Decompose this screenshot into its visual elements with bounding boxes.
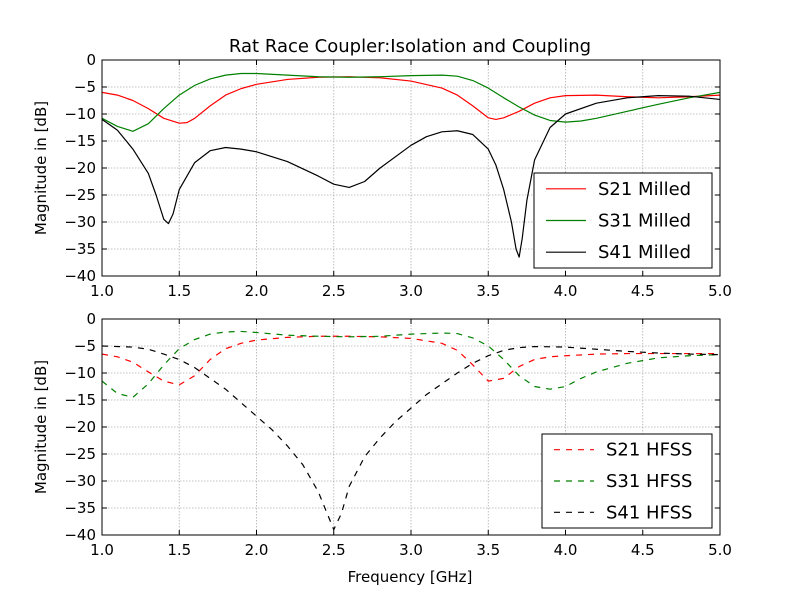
y-tick-label: −35 — [64, 240, 96, 258]
x-tick-label: 1.5 — [167, 282, 191, 300]
x-tick-label: 3.5 — [476, 282, 500, 300]
series-line-s21-hfss — [102, 335, 720, 386]
axes-frame — [101, 59, 721, 277]
x-tick-label: 3.0 — [399, 541, 423, 559]
top-panel: 1.0 1.5 2.0 2.5 3.0 3.5 4.0 4.5 5.0 0 −5 −10 −15 −20 −… — [32, 51, 732, 300]
x-tick-label: 4.5 — [631, 541, 655, 559]
x-axis-label: Frequency [GHz] — [348, 568, 473, 586]
y-tick-label: −40 — [64, 267, 96, 285]
legend: S21 Milled S31 Milled S41 Milled — [533, 172, 713, 269]
y-tick-label: −40 — [64, 526, 96, 544]
x-tick-label: 2.5 — [322, 282, 346, 300]
x-tick-label: 3.0 — [399, 282, 423, 300]
x-tick-label: 4.5 — [631, 282, 655, 300]
series-line-s31-hfss — [102, 330, 720, 398]
x-tick-label: 1.0 — [90, 282, 114, 300]
series-line-s41-hfss — [102, 345, 720, 531]
legend-label: S21 HFSS — [606, 440, 692, 461]
x-tick-label: 4.0 — [554, 282, 578, 300]
x-tick-label: 1.0 — [90, 541, 114, 559]
y-axis-label: Magnitude in [dB] — [32, 360, 50, 494]
y-tick-label: 0 — [86, 310, 96, 328]
y-tick-label: −25 — [64, 445, 96, 463]
x-tick-label: 2.5 — [322, 541, 346, 559]
y-tick-label: −10 — [64, 364, 96, 382]
y-axis-label: Magnitude in [dB] — [32, 101, 50, 235]
y-tick-label: −30 — [64, 472, 96, 490]
y-tick-label: −20 — [64, 159, 96, 177]
y-tick-label: −15 — [64, 132, 96, 150]
y-tick-label: −5 — [74, 337, 96, 355]
axes-frame — [101, 318, 721, 536]
y-tick-label: −15 — [64, 391, 96, 409]
legend-label: S31 Milled — [598, 211, 691, 232]
x-tick-label: 4.0 — [554, 541, 578, 559]
x-tick-label: 2.0 — [245, 541, 269, 559]
legend: S21 HFSS S31 HFSS S41 HFSS — [541, 433, 713, 529]
x-tick-label: 2.0 — [245, 282, 269, 300]
legend-label: S41 HFSS — [606, 502, 692, 523]
bottom-panel: 1.0 1.5 2.0 2.5 3.0 3.5 4.0 4.5 5.0 0 −5 −10 −15 −20 −… — [32, 310, 732, 559]
legend-label: S21 Milled — [598, 179, 691, 200]
series-line-s31-milled — [102, 72, 720, 132]
y-tick-label: 0 — [86, 51, 96, 69]
legend-label: S31 HFSS — [606, 471, 692, 492]
legend-label: S41 Milled — [598, 242, 691, 263]
y-tick-label: −35 — [64, 499, 96, 517]
x-tick-label: 5.0 — [708, 282, 732, 300]
x-tick-label: 1.5 — [167, 541, 191, 559]
x-tick-label: 5.0 — [708, 541, 732, 559]
series-line-s41-milled — [102, 95, 720, 258]
x-tick-label: 3.5 — [476, 541, 500, 559]
series-line-s21-milled — [102, 76, 720, 124]
y-tick-label: −10 — [64, 105, 96, 123]
chart-title: Rat Race Coupler:Isolation and Coupling — [229, 36, 591, 57]
y-tick-label: −30 — [64, 213, 96, 231]
y-tick-label: −5 — [74, 78, 96, 96]
y-tick-label: −20 — [64, 418, 96, 436]
y-tick-label: −25 — [64, 186, 96, 204]
